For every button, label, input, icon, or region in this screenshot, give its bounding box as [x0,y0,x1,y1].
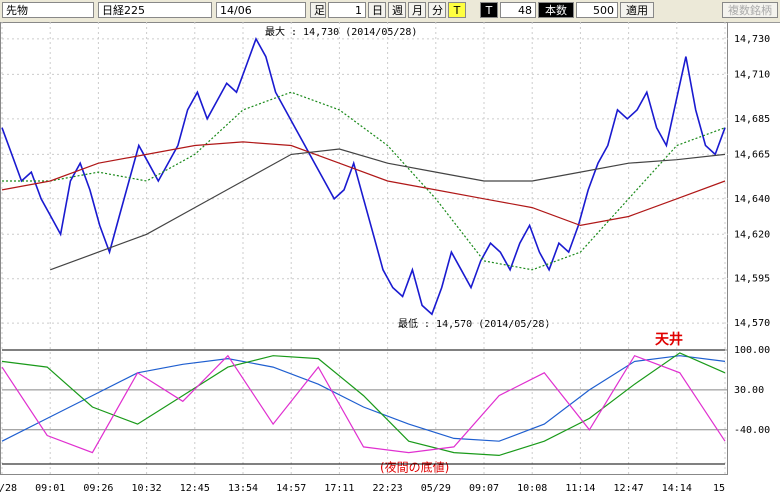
y-tick-label: 14,685 [734,114,770,125]
minute-button[interactable]: 分 [428,2,446,18]
y-tick-label: -40.00 [734,425,770,436]
x-tick-label: 12:45 [180,483,210,494]
week-button[interactable]: 週 [388,2,406,18]
series-line [1,352,726,457]
y-tick-label: 14,640 [734,194,770,205]
x-tick-label: 11:14 [565,483,595,494]
series-line [49,148,726,271]
series-line [1,354,726,454]
y-tick-label: 100.00 [734,345,770,356]
y-tick-label: 14,595 [734,274,770,285]
y-tick-label: 14,730 [734,34,770,45]
toolbar: 先物 日経225 14/06 足 1 日 週 月 分 T T 48 本数 500… [0,0,780,23]
count-input[interactable]: 500 [576,2,618,18]
t-input[interactable]: 48 [500,2,536,18]
min-annotation: 最低 : 14,570 (2014/05/28) [398,317,550,330]
t-label: T [480,2,498,18]
x-tick-label: 10:32 [132,483,162,494]
x-tick-label: 05/29 [421,483,451,494]
count-label: 本数 [538,2,574,18]
apply-button[interactable]: 適用 [620,2,654,18]
x-tick-label: 22:23 [373,483,403,494]
month-button[interactable]: 月 [408,2,426,18]
y-tick-label: 14,710 [734,69,770,80]
x-tick-label: 12:47 [614,483,644,494]
bottom-annotation: (夜間の底値) [380,460,449,475]
y-tick-label: 14,620 [734,229,770,240]
foot-input[interactable]: 1 [328,2,366,18]
y-tick-label: 14,570 [734,318,770,329]
x-tick-label: 10:08 [517,483,547,494]
max-annotation: 最大 : 14,730 (2014/05/28) [265,25,417,38]
series-line [1,36,726,316]
x-tick-label: 13:54 [228,483,258,494]
multi-button[interactable]: 複数銘柄 [722,2,778,18]
x-tick-label: 14:14 [662,483,692,494]
x-tick-label: 17:11 [324,483,354,494]
x-tick-label: 09:01 [35,483,65,494]
market-select[interactable]: 先物 [2,2,94,18]
foot-label: 足 [310,2,326,18]
contract-select[interactable]: 14/06 [216,2,306,18]
index-select[interactable]: 日経225 [98,2,212,18]
x-tick-label: 05/28 [0,483,17,494]
x-tick-label: 09:26 [83,483,113,494]
ceiling-annotation: 天井 [655,331,683,348]
tick-button[interactable]: T [448,2,466,18]
series-line [1,355,726,442]
x-tick-label: 14:57 [276,483,306,494]
x-tick-label: 15 [713,483,725,494]
plot-frame [0,22,728,475]
series-line [2,91,726,271]
chart: 最大 : 14,730 (2014/05/28) 最低 : 14,570 (20… [0,22,770,494]
day-button[interactable]: 日 [368,2,386,18]
y-tick-label: 14,665 [734,149,770,160]
series-line [1,141,726,227]
x-tick-label: 09:07 [469,483,499,494]
y-tick-label: 30.00 [734,385,764,396]
